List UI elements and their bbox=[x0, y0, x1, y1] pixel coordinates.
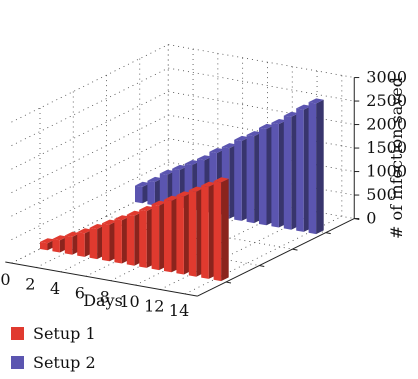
back-wall-gridline bbox=[11, 91, 169, 170]
z-tick-label: 1500 bbox=[366, 138, 407, 157]
z-tick-label: 3000 bbox=[366, 68, 407, 87]
bar-setup-2-day-8-front bbox=[234, 139, 242, 221]
bar-setup-1-day-5-front bbox=[102, 223, 110, 262]
bar-setup-1-day-10-front bbox=[164, 199, 172, 273]
bar-setup-1-day-12-top bbox=[188, 186, 204, 192]
bar-setup-2-day-11-front bbox=[271, 122, 279, 228]
x-tick-label: 14 bbox=[169, 301, 189, 320]
bar-setup-2-day-12-top bbox=[283, 111, 299, 117]
bar-setup-1-day-13-front bbox=[201, 185, 209, 279]
bar-setup-1-day-2 bbox=[64, 231, 80, 255]
back-wall-gridline bbox=[11, 67, 169, 146]
bar-setup-2-day-3-top bbox=[172, 164, 188, 170]
z-axis-label: # of infection saved bbox=[387, 77, 406, 239]
bar-setup-2-day-14-top bbox=[308, 98, 324, 104]
bar-setup-2-day-1-top bbox=[147, 176, 163, 182]
depth-axis-tick bbox=[259, 265, 265, 268]
bar-setup-1-day-14-front bbox=[213, 181, 222, 282]
bar-setup-2-day-14-side bbox=[316, 99, 324, 235]
bar-setup-1-day-14-top bbox=[213, 177, 229, 183]
depth-axis-tick bbox=[225, 281, 232, 284]
legend-label-setup-2: Setup 2 bbox=[33, 353, 96, 372]
bar-setup-1-day-14-side bbox=[221, 178, 229, 282]
bar-setup-2-day-9-top bbox=[246, 131, 262, 137]
x-tick-label: 4 bbox=[50, 279, 60, 298]
z-tick-label: 2000 bbox=[366, 115, 407, 134]
bar-setup-2-day-0-top bbox=[135, 181, 151, 187]
z-tick-label: 500 bbox=[366, 185, 397, 204]
bar-setup-1-day-0-top bbox=[40, 238, 56, 244]
bar-setup-2-day-14 bbox=[308, 98, 324, 235]
bar-setup-2-day-1-front bbox=[147, 180, 155, 206]
bar-setup-2-day-9-front bbox=[246, 134, 255, 224]
side-wall-gridline bbox=[168, 44, 355, 78]
bar-setup-1-day-8-front bbox=[139, 209, 147, 268]
bar-setup-1-day-11-front bbox=[176, 195, 184, 275]
bar-setup-1-day-2-top bbox=[64, 231, 80, 237]
x-tick-label: 10 bbox=[119, 292, 139, 311]
legend-swatch-setup-2 bbox=[11, 356, 24, 369]
bar-setup-2-day-0-front bbox=[135, 185, 143, 204]
x-axis-label: Days bbox=[83, 291, 123, 310]
bars-layer bbox=[40, 98, 324, 282]
bar-setup-1-day-10-top bbox=[164, 195, 180, 201]
bar-setup-1-day-4-front bbox=[89, 227, 98, 260]
bar-setup-1-day-6-top bbox=[114, 215, 130, 221]
x-tick-label: 12 bbox=[144, 297, 164, 316]
bar-setup-2-day-8-top bbox=[234, 135, 250, 141]
back-wall-gridline bbox=[11, 44, 169, 123]
depth-axis-tick bbox=[325, 232, 331, 235]
x-axis-line bbox=[5, 261, 198, 297]
bar-setup-1-day-3-front bbox=[77, 232, 85, 257]
bar-setup-1-day-2-front bbox=[64, 235, 73, 255]
depth-axis-tick bbox=[292, 248, 298, 251]
depth-axis-line bbox=[197, 218, 355, 297]
bar-setup-2-day-10-front bbox=[259, 127, 267, 226]
bar-setup-2-day-5-top bbox=[197, 155, 213, 161]
bar-setup-2-day-11-top bbox=[271, 119, 287, 125]
bar-setup-2-day-13-front bbox=[296, 108, 304, 232]
x-tick-label: 2 bbox=[25, 275, 35, 294]
z-tick-label: 0 bbox=[366, 209, 376, 228]
z-tick-label: 1000 bbox=[366, 162, 407, 181]
bar-setup-1-day-4-top bbox=[89, 224, 105, 230]
bar-setup-2-day-14-front bbox=[308, 102, 317, 235]
bar-setup-1-day-6-front bbox=[114, 219, 122, 264]
bar-setup-2-day-2-top bbox=[159, 169, 175, 175]
bar-setup-1-day-5-top bbox=[102, 219, 118, 225]
legend: Setup 1 Setup 2 bbox=[11, 324, 96, 372]
bar-setup-1-day-9-front bbox=[151, 204, 160, 271]
bar-setup-1-day-14 bbox=[213, 177, 229, 282]
bar-setup-1-day-1-top bbox=[52, 235, 68, 241]
bar-setup-1-day-3-top bbox=[77, 228, 93, 234]
back-wall-gridline bbox=[11, 161, 169, 240]
bar-setup-2-day-10-top bbox=[259, 123, 275, 129]
bar-setup-1-day-0-front bbox=[40, 241, 48, 251]
bar-setup-1-day-7-top bbox=[126, 210, 142, 216]
legend-swatch-setup-1 bbox=[11, 327, 24, 340]
back-wall-gridline bbox=[11, 138, 169, 217]
x-tick-label: 0 bbox=[0, 270, 10, 289]
bar-setup-1-day-13-top bbox=[201, 181, 217, 187]
bar-setup-2-day-7-top bbox=[221, 143, 237, 149]
bar-setup-1-day-8-top bbox=[139, 206, 155, 212]
legend-label-setup-1: Setup 1 bbox=[33, 324, 96, 343]
bar-setup-2-day-6-top bbox=[209, 148, 225, 154]
x-tick-label: 6 bbox=[75, 283, 85, 302]
x-tick-label: 8 bbox=[100, 288, 110, 307]
bar-setup-1-day-12-front bbox=[188, 190, 197, 277]
bar-setup-1-day-11-top bbox=[176, 191, 192, 197]
z-tick-label: 2500 bbox=[366, 91, 407, 110]
bar-setup-2-day-12-front bbox=[283, 115, 292, 230]
bar-setup-2-day-4-top bbox=[184, 160, 200, 166]
bar-setup-1-day-1-front bbox=[52, 239, 60, 253]
back-wall-gridline bbox=[11, 114, 169, 193]
bar-setup-2-day-13-top bbox=[296, 104, 312, 110]
bar-setup-1-day-9-top bbox=[151, 200, 167, 206]
bar-setup-1-day-7-front bbox=[126, 214, 135, 266]
